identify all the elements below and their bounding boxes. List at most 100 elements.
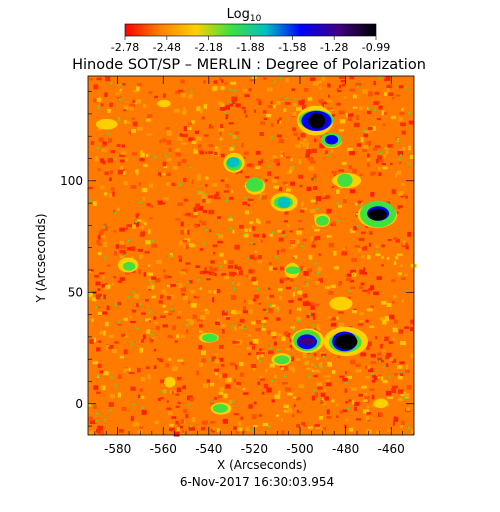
- heatmap-cell: [237, 169, 243, 174]
- heatmap-cell: [88, 431, 93, 435]
- heatmap-cell: [205, 151, 208, 154]
- heatmap-cell: [101, 385, 106, 391]
- heatmap-cell: [367, 365, 371, 370]
- heatmap-cell: [338, 322, 345, 328]
- heatmap-cell: [291, 88, 296, 92]
- heatmap-cell: [349, 150, 355, 156]
- heatmap-cell: [247, 352, 252, 356]
- heatmap-cell: [209, 124, 212, 128]
- heatmap-cell: [366, 429, 372, 434]
- heatmap-cell: [139, 200, 142, 203]
- heatmap-cell: [185, 329, 189, 334]
- heatmap-cell: [215, 191, 220, 197]
- polarization-patch: [164, 376, 176, 388]
- heatmap-cell: [390, 115, 396, 119]
- heatmap-cell: [367, 290, 371, 295]
- heatmap-cell: [234, 244, 240, 250]
- heatmap-cell: [251, 276, 257, 282]
- heatmap-cell: [193, 138, 197, 142]
- heatmap-cell: [280, 76, 283, 79]
- heatmap-cell: [378, 76, 381, 79]
- heatmap-cell: [341, 161, 347, 165]
- heatmap-cell: [392, 295, 397, 299]
- heatmap-cell: [102, 311, 108, 315]
- heatmap-cell: [258, 302, 262, 305]
- heatmap-cell: [158, 300, 163, 304]
- heatmap-cell: [214, 151, 218, 155]
- heatmap-cell: [367, 110, 372, 115]
- heatmap-cell: [400, 371, 403, 374]
- heatmap-cell: [96, 391, 101, 394]
- heatmap-cell: [171, 182, 176, 186]
- heatmap-cell: [410, 353, 415, 359]
- heatmap-cell: [228, 399, 233, 404]
- heatmap-cell: [222, 329, 225, 334]
- heatmap-cell: [114, 158, 117, 161]
- heatmap-cell: [194, 296, 200, 299]
- heatmap-cell: [400, 371, 404, 376]
- heatmap-cell: [303, 267, 307, 271]
- heatmap-cell: [191, 120, 195, 124]
- colorbar-tick-label: -1.88: [236, 41, 264, 54]
- heatmap-cell: [401, 147, 406, 151]
- heatmap-cell: [88, 270, 93, 273]
- heatmap-cell: [116, 144, 121, 147]
- heatmap-cell: [326, 378, 330, 382]
- heatmap-cell: [233, 288, 236, 291]
- heatmap-cell: [310, 236, 314, 241]
- heatmap-cell: [130, 246, 136, 251]
- heatmap-cell: [139, 158, 145, 162]
- heatmap-cell: [140, 152, 145, 157]
- heatmap-cell: [315, 235, 321, 240]
- heatmap-cell: [162, 161, 167, 167]
- heatmap-cell: [183, 126, 187, 132]
- heatmap-cell: [180, 93, 187, 98]
- heatmap-cell: [360, 202, 363, 205]
- heatmap-cell: [210, 428, 215, 433]
- heatmap-cell: [166, 296, 171, 300]
- heatmap-cell: [230, 81, 237, 85]
- heatmap-cell: [228, 218, 233, 222]
- heatmap-cell: [234, 131, 239, 135]
- x-tick-label: -560: [150, 442, 177, 456]
- heatmap-cell: [109, 394, 115, 398]
- heatmap-cell: [308, 166, 314, 171]
- heatmap-cell: [170, 294, 175, 300]
- heatmap-cell: [109, 345, 114, 349]
- heatmap-cell: [132, 90, 139, 93]
- heatmap-cell: [104, 76, 111, 82]
- heatmap-cell: [229, 88, 232, 91]
- heatmap-cell: [325, 195, 331, 199]
- heatmap-cell: [338, 281, 342, 286]
- heatmap-cell: [382, 366, 385, 369]
- heatmap-cell: [225, 199, 228, 202]
- heatmap-cell: [401, 183, 405, 187]
- heatmap-cell: [222, 310, 228, 316]
- heatmap-cell: [176, 387, 182, 393]
- heatmap-cell: [254, 294, 259, 299]
- heatmap-cell: [361, 393, 368, 397]
- y-tick-label: 50: [68, 285, 83, 299]
- heatmap-cell: [289, 355, 292, 358]
- heatmap-cell: [253, 256, 258, 261]
- heatmap-cell: [202, 198, 206, 203]
- heatmap-cell: [357, 200, 363, 204]
- heatmap-cell: [296, 316, 301, 322]
- heatmap-cell: [175, 90, 181, 95]
- polarization-patch: [247, 181, 263, 189]
- heatmap-cell: [339, 375, 345, 378]
- heatmap-cell: [93, 84, 99, 90]
- heatmap-cell: [219, 344, 224, 349]
- heatmap-cell: [301, 245, 303, 248]
- heatmap-cell: [328, 94, 331, 98]
- heatmap-cell: [331, 171, 337, 174]
- heatmap-cell: [262, 422, 269, 427]
- heatmap-cell: [150, 339, 154, 342]
- heatmap-cell: [330, 284, 336, 288]
- heatmap-cell: [208, 151, 214, 154]
- heatmap-cell: [225, 177, 229, 182]
- heatmap-cell: [99, 331, 104, 335]
- heatmap-cell: [274, 176, 280, 179]
- heatmap-cell: [408, 120, 414, 125]
- heatmap-cell: [138, 394, 141, 399]
